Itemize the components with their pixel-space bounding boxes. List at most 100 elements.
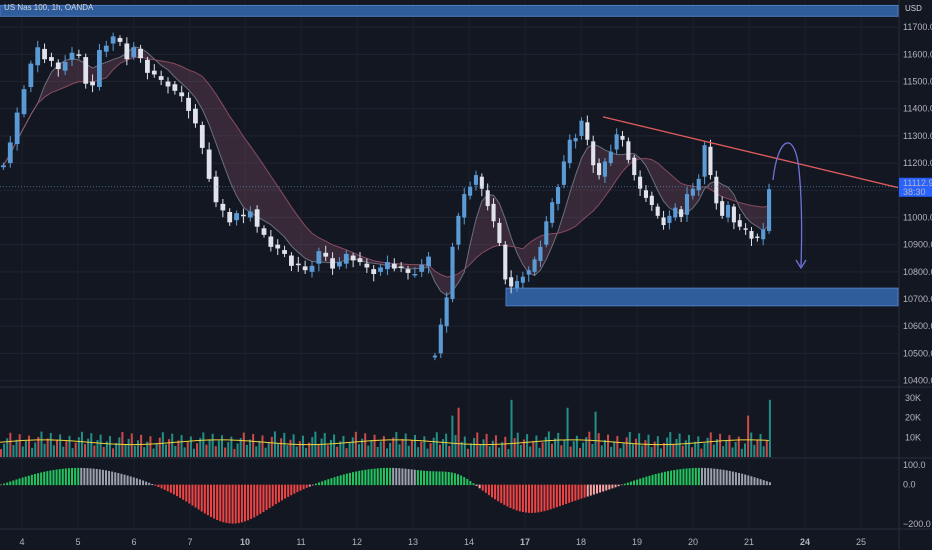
- osc-bar-219: [676, 469, 679, 486]
- volume-bar-190: [591, 444, 594, 457]
- volume-bar-129: [401, 438, 404, 457]
- osc-bar-67: [206, 484, 209, 516]
- support-resistance-zones[interactable]: [0, 4, 899, 307]
- osc-bar-78: [240, 484, 243, 523]
- volume-bar-212: [659, 448, 662, 457]
- volume-bar-234: [728, 435, 731, 457]
- volume-bar-149: [463, 436, 466, 457]
- osc-bar-222: [685, 468, 688, 486]
- seg1-candle-38: [261, 228, 267, 235]
- osc-bar-204: [629, 481, 632, 486]
- seg1-candle-23: [158, 76, 164, 80]
- time-tick-7: 13: [408, 537, 418, 547]
- volume-bar-180: [560, 445, 563, 457]
- seg2-candle-0: [432, 355, 437, 358]
- volume-bar-200: [622, 442, 625, 457]
- volume-pane[interactable]: [0, 399, 771, 457]
- time-axis[interactable]: 4 5 6 7 10 11 12 13 14 17 18 19 20 21 24 25: [19, 537, 866, 547]
- volume-bar-102: [317, 443, 320, 457]
- osc-bar-202: [623, 483, 626, 486]
- volume-tick-1: 20K: [905, 413, 921, 423]
- time-tick-5: 11: [296, 537, 305, 547]
- seg2-candle-37: [649, 195, 654, 205]
- volume-bar-59: [183, 447, 186, 457]
- osc-bar-46: [142, 480, 145, 486]
- ma-ribbon-fill: [3, 46, 770, 296]
- seg1-candle-28: [193, 108, 198, 124]
- seg1-candle-44: [302, 266, 308, 271]
- volume-bar-136: [423, 436, 426, 457]
- currency-label[interactable]: USD: [905, 4, 922, 13]
- symbol-title[interactable]: US Nas 100, 1h, OANDA: [4, 3, 94, 12]
- osc-bar-38: [117, 473, 120, 486]
- osc-bar-86: [265, 484, 268, 511]
- osc-bar-140: [432, 471, 435, 486]
- osc-bar-39: [120, 473, 123, 486]
- osc-bar-245: [756, 478, 759, 486]
- osc-bar-243: [750, 476, 753, 486]
- seg1-candle-53: [364, 263, 370, 268]
- volume-bar-97: [301, 435, 304, 457]
- volume-bar-186: [579, 448, 581, 457]
- osc-bar-152: [469, 480, 472, 486]
- osc-bar-154: [475, 484, 478, 486]
- osc-bar-242: [747, 475, 750, 486]
- price-candles[interactable]: [1, 32, 772, 361]
- seg1-candle-4: [28, 63, 34, 87]
- seg2-candle-18: [538, 246, 543, 261]
- seg2-candle-32: [620, 135, 625, 140]
- volume-bar-106: [329, 439, 332, 457]
- volume-bar-163: [507, 449, 510, 457]
- volume-bar-239: [743, 443, 746, 457]
- osc-bar-12: [37, 473, 40, 486]
- volume-bar-70: [217, 440, 220, 457]
- seg2-candle-22: [561, 161, 566, 185]
- volume-bar-65: [202, 432, 205, 457]
- seg2-candle-1: [438, 324, 443, 354]
- time-tick-15: 25: [856, 537, 866, 547]
- osc-bar-141: [435, 471, 438, 486]
- volume-bar-43: [133, 445, 136, 457]
- time-tick-0: 4: [19, 537, 24, 547]
- seg2-candle-35: [638, 176, 643, 189]
- osc-bar-112: [345, 473, 348, 486]
- osc-bar-3: [9, 481, 12, 486]
- volume-bar-119: [370, 440, 373, 457]
- volume-bar-63: [196, 443, 199, 457]
- annotations[interactable]: [0, 116, 899, 270]
- osc-bar-15: [46, 471, 49, 486]
- osc-bar-11: [33, 473, 36, 486]
- osc-bar-162: [500, 484, 503, 504]
- volume-bar-192: [597, 433, 600, 457]
- osc-bar-32: [98, 469, 101, 486]
- volume-bar-14: [43, 443, 46, 457]
- osc-bar-23: [71, 468, 74, 486]
- oscillator-pane[interactable]: [0, 467, 771, 524]
- seg2-candle-6: [468, 187, 473, 196]
- volume-bar-156: [485, 433, 488, 457]
- osc-bar-73: [225, 484, 228, 523]
- osc-bar-137: [423, 470, 426, 486]
- volume-bar-164: [510, 399, 513, 457]
- osc-bar-13: [40, 472, 43, 486]
- seg1-candle-24: [165, 81, 171, 87]
- osc-bar-213: [657, 473, 660, 486]
- time-tick-10: 18: [576, 537, 586, 547]
- volume-bar-41: [127, 438, 130, 457]
- seg2-candle-10: [491, 203, 496, 222]
- price-tick-10: 10700.0: [903, 294, 932, 304]
- osc-bar-175: [540, 484, 543, 512]
- seg2-candle-55: [755, 236, 760, 238]
- osc-bar-225: [694, 467, 697, 486]
- osc-bar-37: [114, 472, 117, 486]
- osc-bar-215: [663, 471, 666, 486]
- osc-bar-174: [537, 484, 540, 513]
- volume-bar-162: [504, 436, 507, 457]
- volume-bar-7: [21, 446, 24, 457]
- volume-bar-89: [277, 443, 280, 457]
- volume-bar-73: [227, 442, 230, 457]
- volume-bar-44: [136, 440, 139, 457]
- price-scale[interactable]: 11700.0 11600.0 11500.0 11400.0 11300.0 11200…: [899, 22, 932, 529]
- osc-tick-2: −200.0: [903, 519, 931, 529]
